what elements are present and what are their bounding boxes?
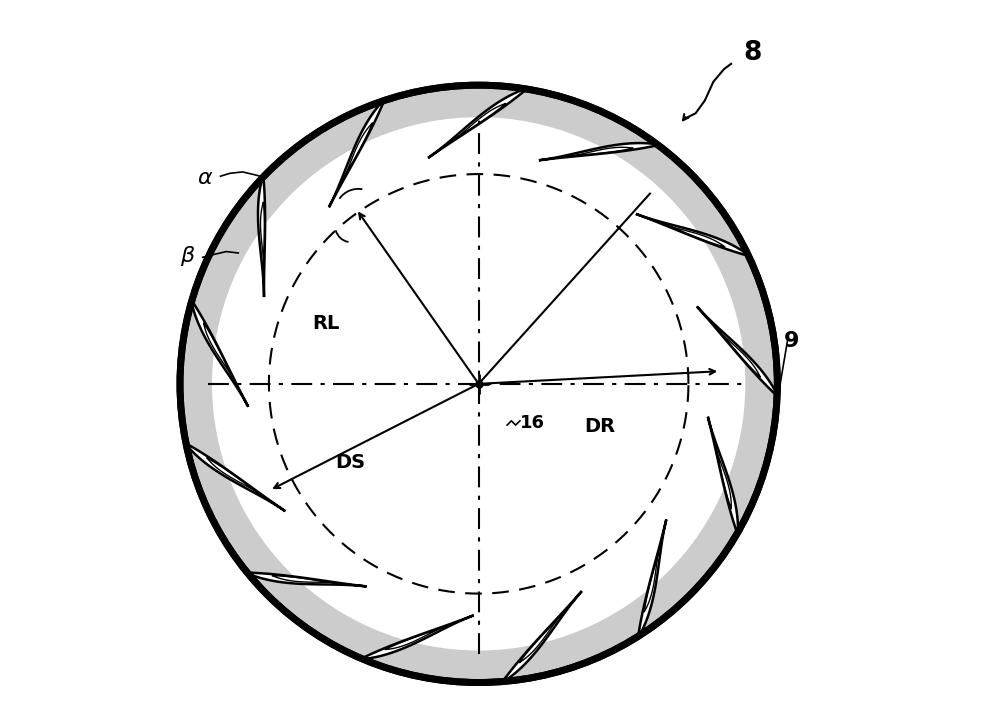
- Polygon shape: [637, 215, 750, 257]
- Polygon shape: [245, 573, 365, 587]
- Circle shape: [212, 117, 745, 650]
- Text: 16: 16: [520, 414, 545, 432]
- Text: β: β: [180, 246, 194, 266]
- Polygon shape: [258, 175, 265, 296]
- Polygon shape: [708, 418, 738, 535]
- Polygon shape: [540, 143, 660, 160]
- Polygon shape: [638, 521, 666, 638]
- Text: DS: DS: [336, 452, 366, 471]
- Text: α: α: [198, 167, 212, 188]
- Polygon shape: [698, 307, 778, 397]
- Text: DR: DR: [584, 417, 615, 436]
- Text: RL: RL: [312, 314, 339, 333]
- Polygon shape: [429, 88, 528, 157]
- Polygon shape: [501, 592, 581, 683]
- Polygon shape: [184, 442, 284, 510]
- Polygon shape: [191, 299, 248, 406]
- Text: 8: 8: [743, 40, 762, 66]
- Circle shape: [180, 85, 777, 682]
- Polygon shape: [329, 99, 385, 206]
- Polygon shape: [360, 616, 472, 659]
- Text: 9: 9: [784, 331, 799, 351]
